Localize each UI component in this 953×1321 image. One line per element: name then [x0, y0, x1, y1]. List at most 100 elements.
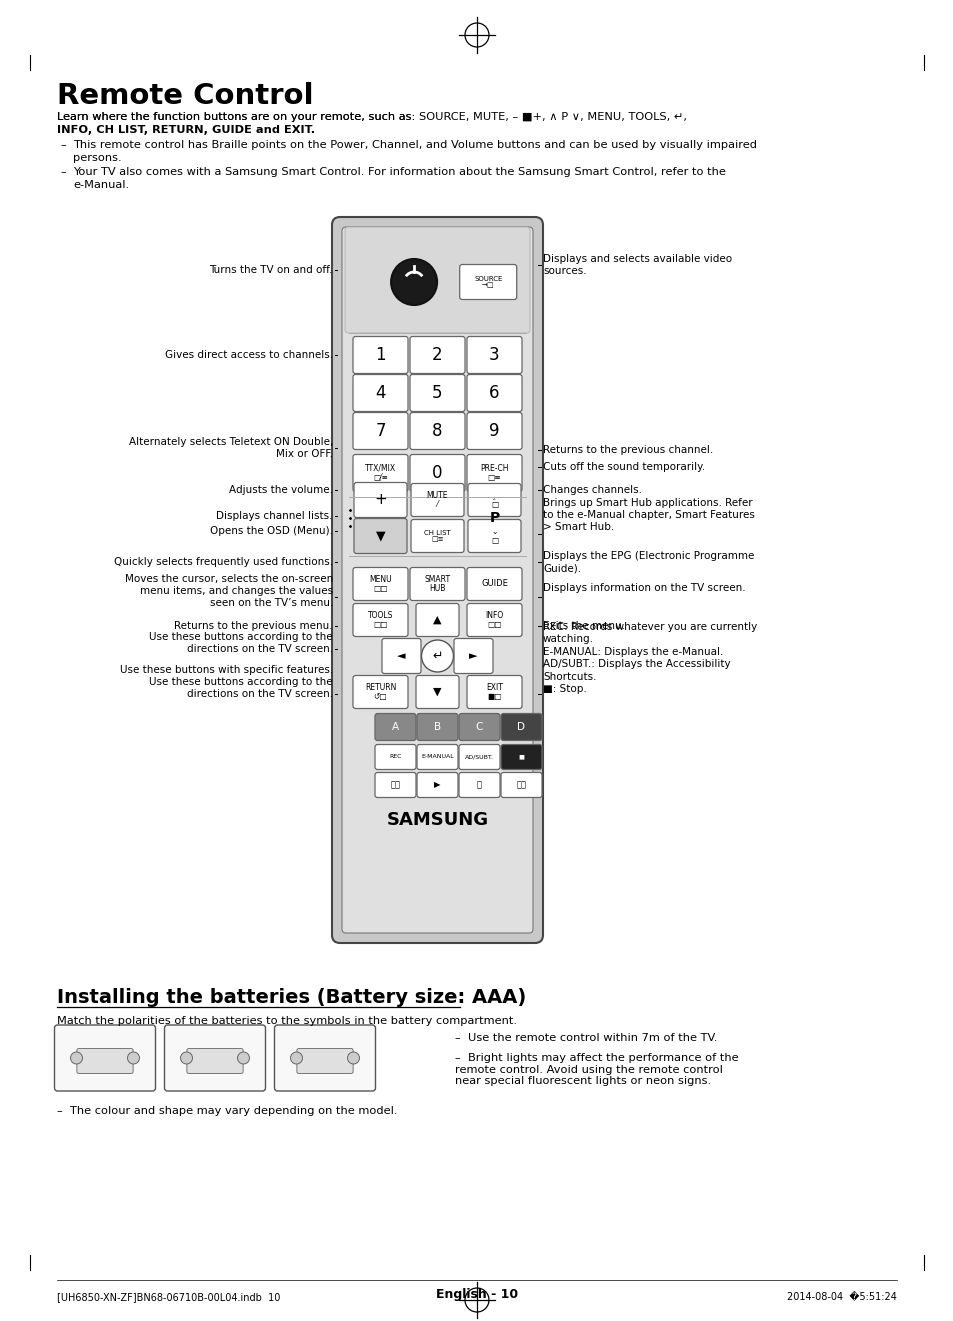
- Text: REC: Records whatever you are currently
watching.
E-MANUAL: Displays the e-Manua: REC: Records whatever you are currently …: [542, 622, 757, 694]
- FancyBboxPatch shape: [454, 638, 493, 674]
- Text: ▶: ▶: [434, 781, 440, 790]
- Text: ⏸: ⏸: [476, 781, 481, 790]
- Text: EXIT
■□: EXIT ■□: [485, 683, 502, 701]
- FancyBboxPatch shape: [467, 604, 521, 637]
- Circle shape: [347, 1052, 359, 1063]
- FancyBboxPatch shape: [467, 337, 521, 374]
- Text: CH LIST
□≡: CH LIST □≡: [424, 530, 451, 542]
- Text: TOOLS
□□: TOOLS □□: [368, 610, 393, 629]
- Text: Cuts off the sound temporarily.: Cuts off the sound temporarily.: [542, 462, 704, 472]
- Text: 0: 0: [432, 464, 442, 482]
- Text: ⌄
□: ⌄ □: [491, 527, 497, 546]
- FancyBboxPatch shape: [458, 745, 499, 770]
- Text: 6: 6: [489, 384, 499, 402]
- FancyBboxPatch shape: [274, 1025, 375, 1091]
- Text: –  Use the remote control within 7m of the TV.: – Use the remote control within 7m of th…: [455, 1033, 717, 1044]
- FancyBboxPatch shape: [410, 454, 464, 491]
- Circle shape: [291, 1052, 302, 1063]
- Text: This remote control has Braille points on the Power, Channel, and Volume buttons: This remote control has Braille points o…: [73, 140, 757, 151]
- Text: Your TV also comes with a Samsung Smart Control. For information about the Samsu: Your TV also comes with a Samsung Smart …: [73, 166, 725, 177]
- Text: SOURCE
→□: SOURCE →□: [474, 276, 502, 288]
- Text: –  Bright lights may affect the performance of the
remote control. Avoid using t: – Bright lights may affect the performan…: [455, 1053, 738, 1086]
- Text: Returns to the previous menu.: Returns to the previous menu.: [174, 621, 333, 631]
- FancyBboxPatch shape: [77, 1049, 133, 1074]
- Text: Turns the TV on and off.: Turns the TV on and off.: [210, 266, 333, 275]
- Text: Displays information on the TV screen.: Displays information on the TV screen.: [542, 583, 745, 593]
- Text: e-Manual.: e-Manual.: [73, 180, 129, 190]
- Text: 2: 2: [432, 346, 442, 365]
- Text: ◄: ◄: [396, 651, 405, 660]
- FancyBboxPatch shape: [467, 374, 521, 412]
- FancyBboxPatch shape: [411, 519, 463, 552]
- Text: Learn where the function buttons are on your remote, such as: SOURCE, MUTE, – ■+: Learn where the function buttons are on …: [57, 112, 686, 122]
- Text: Installing the batteries (Battery size: AAA): Installing the batteries (Battery size: …: [57, 988, 526, 1007]
- Text: Exits the menu.: Exits the menu.: [542, 621, 624, 631]
- Text: D: D: [517, 723, 525, 732]
- FancyBboxPatch shape: [375, 713, 416, 741]
- Text: PRE-CH
□≡: PRE-CH □≡: [479, 464, 508, 482]
- Circle shape: [391, 259, 436, 305]
- FancyBboxPatch shape: [332, 217, 542, 943]
- Text: ■: ■: [518, 754, 524, 760]
- Text: Returns to the previous channel.: Returns to the previous channel.: [542, 445, 713, 454]
- Text: 3: 3: [489, 346, 499, 365]
- FancyBboxPatch shape: [467, 675, 521, 708]
- Text: Brings up Smart Hub applications. Refer
to the e-Manual chapter, Smart Features
: Brings up Smart Hub applications. Refer …: [542, 498, 754, 532]
- FancyBboxPatch shape: [468, 483, 520, 517]
- FancyBboxPatch shape: [416, 773, 457, 798]
- Text: 5: 5: [432, 384, 442, 402]
- FancyBboxPatch shape: [467, 568, 521, 601]
- Text: Displays channel lists.: Displays channel lists.: [216, 511, 333, 520]
- FancyBboxPatch shape: [416, 745, 457, 770]
- Text: TTX/MIX
□⁄≡: TTX/MIX □⁄≡: [365, 464, 395, 482]
- FancyBboxPatch shape: [381, 638, 420, 674]
- FancyBboxPatch shape: [416, 604, 458, 637]
- Text: ►: ►: [469, 651, 477, 660]
- Text: –: –: [60, 140, 66, 151]
- Text: Moves the cursor, selects the on-screen
menu items, and changes the values
seen : Moves the cursor, selects the on-screen …: [125, 573, 333, 609]
- FancyBboxPatch shape: [467, 412, 521, 449]
- Text: ‸
□: ‸ □: [491, 490, 497, 510]
- FancyBboxPatch shape: [459, 264, 517, 300]
- Text: SMART
HUB: SMART HUB: [424, 575, 450, 593]
- FancyBboxPatch shape: [468, 519, 520, 552]
- Text: 4: 4: [375, 384, 385, 402]
- Text: Opens the OSD (Menu).: Opens the OSD (Menu).: [210, 526, 333, 536]
- Text: P: P: [489, 511, 499, 524]
- Text: Use these buttons according to the
directions on the TV screen.: Use these buttons according to the direc…: [150, 631, 333, 654]
- FancyBboxPatch shape: [458, 773, 499, 798]
- Text: Quickly selects frequently used functions.: Quickly selects frequently used function…: [113, 557, 333, 567]
- FancyBboxPatch shape: [354, 482, 407, 518]
- Text: INFO, CH LIST, RETURN, GUIDE and EXIT.: INFO, CH LIST, RETURN, GUIDE and EXIT.: [57, 125, 314, 135]
- Text: 7: 7: [375, 421, 385, 440]
- Text: persons.: persons.: [73, 153, 121, 162]
- Text: GUIDE: GUIDE: [480, 580, 507, 588]
- FancyBboxPatch shape: [354, 519, 407, 553]
- Text: [UH6850-XN-ZF]BN68-06710B-00L04.indb  10: [UH6850-XN-ZF]BN68-06710B-00L04.indb 10: [57, 1292, 280, 1303]
- FancyBboxPatch shape: [411, 483, 463, 517]
- Text: Alternately selects Teletext ON Double,
Mix or OFF.: Alternately selects Teletext ON Double, …: [129, 437, 333, 460]
- Text: –  The colour and shape may vary depending on the model.: – The colour and shape may vary dependin…: [57, 1106, 397, 1116]
- Text: 9: 9: [489, 421, 499, 440]
- Text: 8: 8: [432, 421, 442, 440]
- FancyBboxPatch shape: [353, 568, 408, 601]
- Circle shape: [71, 1052, 82, 1063]
- FancyBboxPatch shape: [410, 568, 464, 601]
- Text: Displays and selects available video
sources.: Displays and selects available video sou…: [542, 254, 731, 276]
- Text: 2014-08-04  �5:51:24: 2014-08-04 �5:51:24: [786, 1292, 896, 1303]
- FancyBboxPatch shape: [375, 773, 416, 798]
- FancyBboxPatch shape: [341, 227, 533, 933]
- FancyBboxPatch shape: [187, 1049, 243, 1074]
- Text: Remote Control: Remote Control: [57, 82, 314, 110]
- FancyBboxPatch shape: [164, 1025, 265, 1091]
- FancyBboxPatch shape: [353, 604, 408, 637]
- Circle shape: [128, 1052, 139, 1063]
- FancyBboxPatch shape: [296, 1049, 353, 1074]
- FancyBboxPatch shape: [353, 337, 408, 374]
- Text: ▼: ▼: [433, 687, 441, 697]
- FancyBboxPatch shape: [416, 713, 457, 741]
- Text: REC: REC: [389, 754, 401, 760]
- Text: –: –: [60, 166, 66, 177]
- FancyBboxPatch shape: [467, 454, 521, 491]
- Text: English - 10: English - 10: [436, 1288, 517, 1301]
